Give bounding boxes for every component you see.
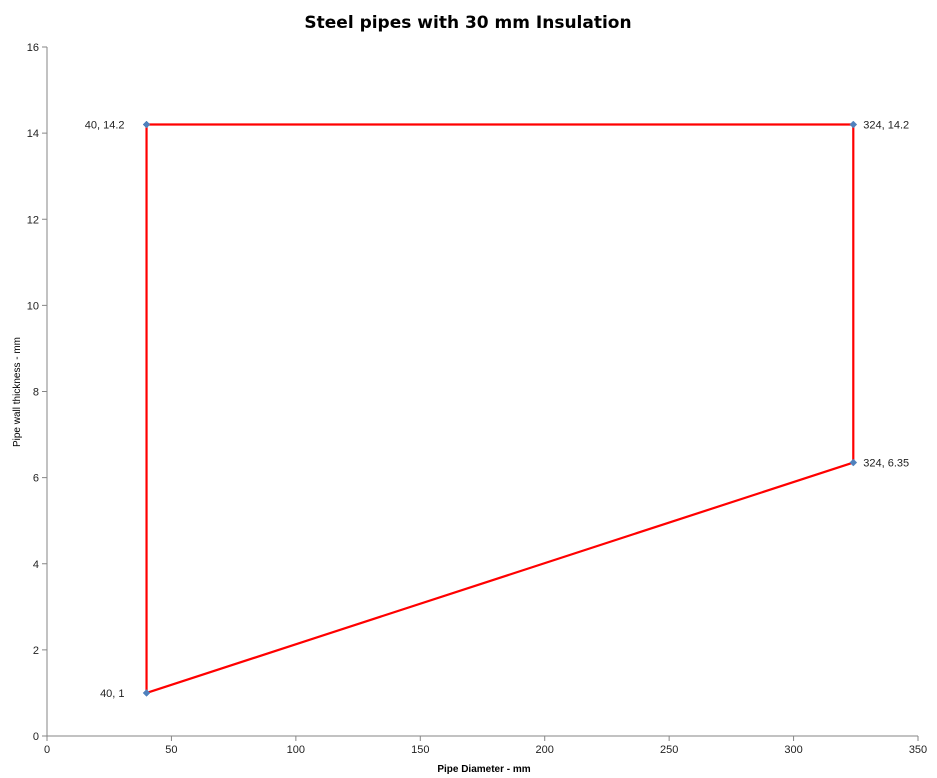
x-tick-label: 250 [660,744,678,756]
data-point [142,120,151,129]
data-point [849,458,858,467]
y-tick-label: 0 [33,731,39,743]
chart-title: Steel pipes with 30 mm Insulation [304,13,631,33]
data-label: 324, 6.35 [863,458,909,470]
axes [46,47,918,737]
y-tick-label: 8 [33,387,39,399]
y-tick-label: 2 [33,645,39,657]
data-label: 40, 14.2 [85,120,125,132]
data-point [849,120,858,129]
x-tick-label: 350 [909,744,927,756]
x-axis-title: Pipe Diameter - mm [437,764,530,775]
y-tick-label: 6 [33,473,39,485]
x-tick-label: 50 [165,744,177,756]
y-tick-label: 16 [27,42,39,54]
data-label: 324, 14.2 [863,120,909,132]
x-axis-ticks: 0 50 100 150 200 250 300 350 [44,736,927,756]
y-tick-label: 10 [27,300,39,312]
x-tick-label: 0 [44,744,50,756]
x-tick-label: 100 [287,744,305,756]
y-tick-label: 4 [33,559,39,571]
y-axis-ticks: 0 2 4 6 8 10 12 14 16 [27,42,47,743]
data-label: 40, 1 [100,688,124,700]
series-line [145,123,855,694]
y-axis-title: Pipe wall thickness - mm [12,337,23,447]
x-tick-label: 150 [411,744,429,756]
data-labels: 40, 1 40, 14.2 324, 14.2 324, 6.35 [85,120,909,700]
data-point [142,689,151,697]
series-group [142,120,858,697]
y-tick-label: 12 [27,214,39,226]
x-tick-label: 200 [536,744,554,756]
y-tick-label: 14 [27,128,39,140]
x-tick-label: 300 [784,744,802,756]
